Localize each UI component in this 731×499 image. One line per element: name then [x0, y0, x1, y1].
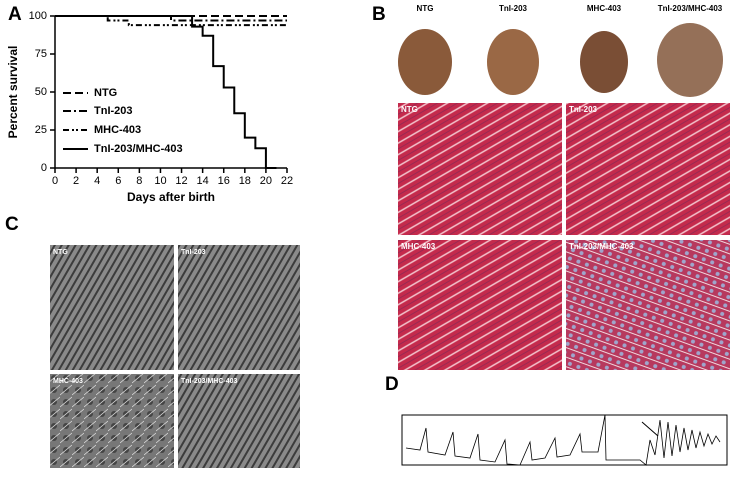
em-image [50, 245, 174, 370]
em-label: TnI-203/MHC-403 [181, 378, 238, 385]
heart [580, 31, 628, 93]
heart-photos [398, 23, 723, 97]
y-tick-label: 0 [41, 162, 47, 174]
histology-image [398, 103, 562, 235]
y-tick-label: 75 [35, 48, 47, 60]
y-tick-label: 50 [35, 86, 47, 98]
histology-label: TnI-203/MHC-403 [569, 242, 634, 251]
legend-label: TnI-203 [94, 105, 133, 117]
x-tick-label: 8 [136, 175, 142, 187]
em-image [178, 374, 300, 468]
y-axis-label: Percent survival [6, 46, 20, 139]
heart [657, 23, 723, 97]
x-tick-label: 10 [154, 175, 166, 187]
survival-line [55, 15, 277, 169]
heart-label: NTG [417, 4, 434, 13]
survival-line [55, 15, 287, 27]
x-tick-label: 22 [281, 175, 293, 187]
ecg-frame [401, 414, 728, 466]
x-tick-label: 12 [175, 175, 187, 187]
arrow [641, 421, 659, 437]
ecg-panel [401, 414, 728, 466]
histology-label: NTG [401, 105, 418, 114]
panel-label: B [372, 4, 386, 25]
heart [487, 29, 539, 95]
heart-label: TnI-203 [499, 4, 528, 13]
x-tick-label: 4 [94, 175, 100, 187]
y-tick-label: 25 [35, 124, 47, 136]
x-tick-label: 6 [115, 175, 121, 187]
x-tick-label: 14 [197, 175, 209, 187]
heart-label: MHC-403 [587, 4, 622, 13]
em-panels [50, 245, 300, 468]
heart-label: TnI-203/MHC-403 [658, 4, 723, 13]
panel-label: C [5, 214, 19, 235]
histology-image [566, 103, 730, 235]
panel-label: A [8, 4, 22, 25]
panel-label: D [385, 374, 399, 395]
histology-image [398, 240, 562, 370]
histology-label: TnI-203 [569, 105, 598, 114]
histology-image [566, 240, 730, 370]
image-labels: NTG TnI-203 MHC-403 TnI-203/MHC-403 NTG TnI-2… [53, 4, 723, 385]
legend-label: MHC-403 [94, 124, 141, 136]
em-image [178, 245, 300, 370]
legend-label: TnI-203/MHC-403 [94, 143, 183, 155]
x-axis-label: Days after birth [127, 190, 215, 204]
panel-labels: A B C D [5, 4, 399, 395]
em-image [50, 374, 174, 468]
survival-chart: 0 25 50 75 100 0 2 4 6 8 10 12 14 16 18 20 22 Days after … [6, 10, 293, 204]
x-tick-label: 18 [239, 175, 251, 187]
x-tick-label: 20 [260, 175, 272, 187]
ecg-trace [405, 414, 721, 466]
em-label: TnI-203 [181, 249, 206, 256]
x-tick-label: 0 [52, 175, 58, 187]
x-tick-label: 16 [218, 175, 230, 187]
x-tick-label: 2 [73, 175, 79, 187]
histology-label: MHC-403 [401, 242, 436, 251]
heart [398, 29, 452, 95]
survival-line [55, 15, 287, 22]
y-tick-label: 100 [29, 10, 47, 22]
histology-panels [398, 103, 730, 370]
em-label: NTG [53, 249, 68, 256]
legend-label: NTG [94, 87, 117, 99]
em-label: MHC-403 [53, 378, 83, 385]
